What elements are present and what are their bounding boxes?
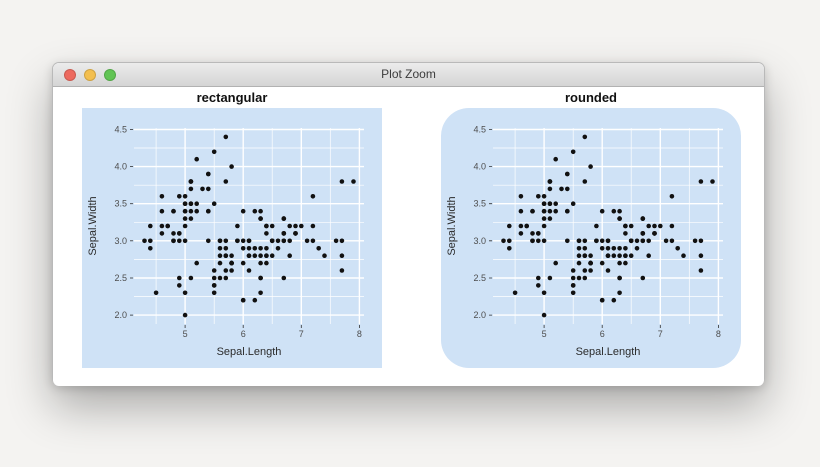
titlebar[interactable]: Plot Zoom bbox=[53, 63, 764, 87]
figure-rectangular: rectangular 5 6 7 8 2.0 2.5 3.0 3.5 4.0 4.5 Sepal… bbox=[82, 91, 382, 368]
plot-title-rectangular: rectangular bbox=[196, 90, 268, 105]
plot-area: rectangular 5 6 7 8 2.0 2.5 3.0 3.5 4.0 4.5 Sepal… bbox=[53, 87, 764, 386]
minimize-button[interactable] bbox=[84, 68, 96, 81]
svg-text:2.5: 2.5 bbox=[114, 273, 127, 283]
svg-text:4.0: 4.0 bbox=[473, 162, 486, 172]
figure-rounded: rounded 5 6 7 8 2.0 2.5 3.0 3.5 4.0 4.5 Sepal.Len… bbox=[441, 91, 741, 368]
svg-text:6: 6 bbox=[241, 329, 246, 339]
svg-text:7: 7 bbox=[299, 329, 304, 339]
window-title: Plot Zoom bbox=[381, 67, 436, 81]
axis-ticks: 5 6 7 8 2.0 2.5 3.0 3.5 4.0 4.5 bbox=[114, 125, 361, 340]
close-button[interactable] bbox=[64, 68, 76, 81]
y-axis-label: Sepal.Width bbox=[446, 196, 458, 255]
svg-text:6: 6 bbox=[600, 329, 605, 339]
window: Plot Zoom rectangular 5 6 7 8 2.0 2.5 3.0 3.5 4.… bbox=[52, 62, 765, 386]
svg-text:3.0: 3.0 bbox=[114, 236, 127, 246]
svg-text:7: 7 bbox=[658, 329, 663, 339]
scatter-plot-rounded: 5 6 7 8 2.0 2.5 3.0 3.5 4.0 4.5 Sepal.Length Sepa… bbox=[441, 108, 741, 368]
y-axis-label: Sepal.Width bbox=[87, 196, 99, 255]
svg-text:3.0: 3.0 bbox=[473, 236, 486, 246]
window-controls bbox=[64, 63, 116, 86]
scatter-plot-rectangular: 5 6 7 8 2.0 2.5 3.0 3.5 4.0 4.5 Sepal.Length Sepa… bbox=[82, 108, 382, 368]
axis-ticks: 5 6 7 8 2.0 2.5 3.0 3.5 4.0 4.5 bbox=[473, 125, 720, 340]
svg-text:5: 5 bbox=[183, 329, 188, 339]
svg-text:2.5: 2.5 bbox=[473, 273, 486, 283]
svg-text:2.0: 2.0 bbox=[114, 310, 127, 320]
plot-title-rounded: rounded bbox=[565, 90, 617, 105]
svg-text:3.5: 3.5 bbox=[473, 199, 486, 209]
data-points bbox=[501, 134, 715, 318]
svg-text:8: 8 bbox=[357, 329, 362, 339]
svg-text:4.0: 4.0 bbox=[114, 162, 127, 172]
svg-text:2.0: 2.0 bbox=[473, 310, 486, 320]
svg-text:4.5: 4.5 bbox=[473, 125, 486, 135]
svg-text:5: 5 bbox=[542, 329, 547, 339]
x-axis-label: Sepal.Length bbox=[576, 346, 641, 358]
svg-text:4.5: 4.5 bbox=[114, 125, 127, 135]
data-points bbox=[142, 134, 356, 318]
svg-text:3.5: 3.5 bbox=[114, 199, 127, 209]
plot-canvas: 5 6 7 8 2.0 2.5 3.0 3.5 4.0 4.5 bbox=[473, 125, 723, 340]
svg-text:8: 8 bbox=[716, 329, 721, 339]
x-axis-label: Sepal.Length bbox=[217, 346, 282, 358]
zoom-button[interactable] bbox=[104, 68, 116, 81]
plot-canvas: 5 6 7 8 2.0 2.5 3.0 3.5 4.0 4.5 bbox=[114, 125, 364, 340]
